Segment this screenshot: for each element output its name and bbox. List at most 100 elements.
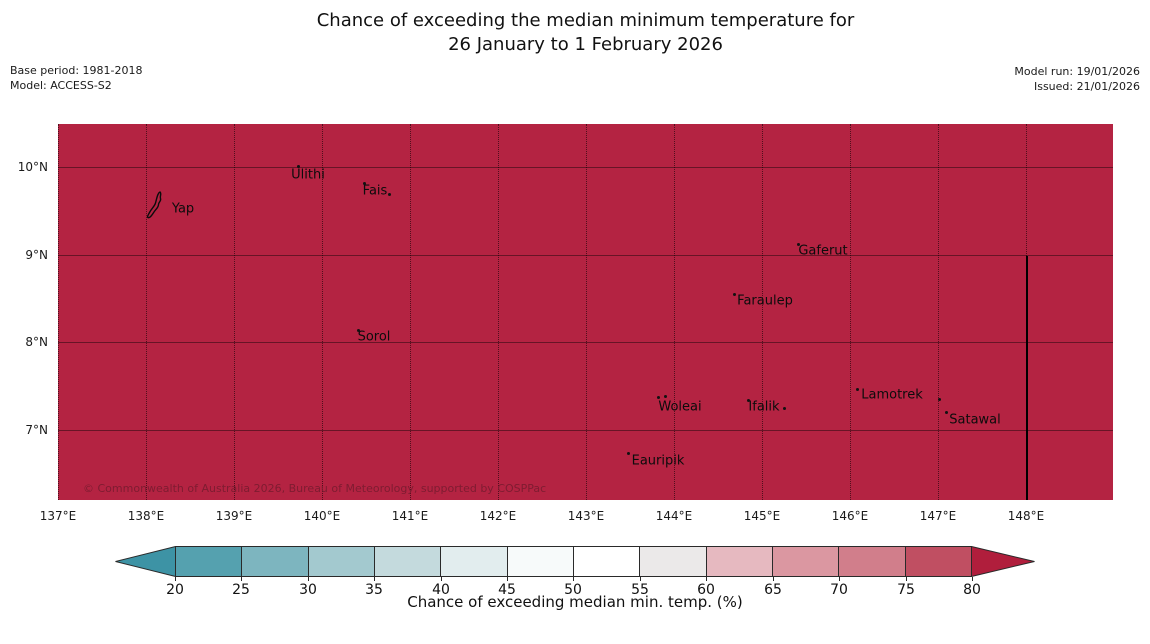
island-point-marker <box>783 407 786 410</box>
meridian-gridline <box>586 124 587 500</box>
island-point-marker <box>363 182 366 185</box>
meridian-gridline <box>762 124 763 500</box>
colorbar-tick-mark <box>241 577 242 581</box>
colorbar-tick-label: 35 <box>365 582 383 598</box>
latitude-tick-label: 8°N <box>25 335 48 349</box>
island-label: Yap <box>171 201 195 217</box>
base-period-text: Base period: 1981-2018 <box>10 64 143 77</box>
colorbar-segment <box>573 547 641 576</box>
colorbar-scale <box>175 546 972 577</box>
island-label: Eauripik <box>631 453 685 469</box>
parallel-gridline <box>58 167 1113 168</box>
island-point-marker <box>938 398 941 401</box>
colorbar-tick-mark <box>839 577 840 581</box>
longitude-tick-label: 143°E <box>567 509 605 523</box>
colorbar-tick-label: 75 <box>897 582 915 598</box>
colorbar-segment <box>507 547 574 576</box>
island-point-marker <box>733 293 736 296</box>
longitude-tick-label: 145°E <box>743 509 781 523</box>
colorbar-segment <box>374 547 442 576</box>
longitude-tick-label: 137°E <box>39 509 77 523</box>
island-point-marker <box>747 399 750 402</box>
colorbar-tick-mark <box>507 577 508 581</box>
longitude-tick-label: 148°E <box>1007 509 1045 523</box>
latitude-axis: 10°N 9°N 8°N 7°N <box>0 124 50 500</box>
island-label: Ifalik <box>748 399 780 415</box>
island-point-marker <box>297 165 300 168</box>
colorbar-tick-label: 50 <box>564 582 582 598</box>
meridian-gridline <box>234 124 235 500</box>
colorbar-tick-mark <box>972 577 973 581</box>
figure-title: Chance of exceeding the median minimum t… <box>58 9 1113 58</box>
meridian-gridline <box>146 124 147 500</box>
longitude-tick-label: 146°E <box>831 509 869 523</box>
issued-date-text: Issued: 21/01/2026 <box>1033 80 1140 94</box>
longitude-tick-label: 142°E <box>479 509 517 523</box>
colorbar-tick-mark <box>706 577 707 581</box>
island-label: Lamotrek <box>861 387 923 403</box>
island-point-marker <box>388 193 391 196</box>
longitude-axis: 137°E 138°E 139°E 140°E 141°E 142°E 143°E 144°E… <box>40 509 1113 529</box>
colorbar-segment <box>839 547 906 576</box>
island-point-marker <box>357 329 360 332</box>
meridian-gridline <box>410 124 411 500</box>
island-point-marker <box>797 243 800 246</box>
colorbar-tick-label: 80 <box>963 582 981 598</box>
island-point-marker <box>664 395 667 398</box>
longitude-tick-label: 140°E <box>303 509 341 523</box>
colorbar-tick-label: 20 <box>166 582 184 598</box>
model-run-text: Model run: 19/01/2026 <box>1014 65 1140 78</box>
colorbar-segment <box>640 547 707 576</box>
island-label: Woleai <box>658 399 702 415</box>
colorbar-tick-label: 60 <box>697 582 715 598</box>
colorbar-tick-label: 45 <box>498 582 516 598</box>
copyright-text: © Commonwealth of Australia 2026, Bureau… <box>83 482 547 495</box>
colorbar-tick-mark <box>308 577 309 581</box>
meridian-gridline <box>674 124 675 500</box>
colorbar-segment <box>905 547 971 576</box>
yap-island-outline-icon <box>146 191 162 219</box>
parallel-gridline <box>58 255 1113 256</box>
colorbar-axis-label: Chance of exceeding median min. temp. (%… <box>407 593 743 611</box>
island-label: Faraulep <box>737 293 793 309</box>
colorbar-tick-mark <box>175 577 176 581</box>
longitude-tick-label: 147°E <box>919 509 957 523</box>
colorbar-tick-mark <box>906 577 907 581</box>
colorbar-tick-mark <box>773 577 774 581</box>
meta-left-annotation: Base period: 1981-2018 Model: ACCESS-S2 <box>10 63 142 94</box>
parallel-gridline <box>58 342 1113 343</box>
colorbar-under-arrow <box>115 546 176 577</box>
island-label: Ulithi <box>291 167 325 183</box>
meridian-gridline <box>322 124 323 500</box>
longitude-tick-label: 139°E <box>215 509 253 523</box>
meridian-gridline <box>938 124 939 500</box>
island-label: Satawal <box>949 412 1001 428</box>
colorbar-tick-mark <box>441 577 442 581</box>
longitude-tick-label: 144°E <box>655 509 693 523</box>
title-line-1: Chance of exceeding the median minimum t… <box>316 10 855 31</box>
island-label: Sorol <box>357 329 391 345</box>
colorbar-tick-label: 30 <box>299 582 317 598</box>
meridian-gridline <box>58 124 59 500</box>
latitude-tick-label: 7°N <box>25 423 48 437</box>
colorbar-tick-mark <box>374 577 375 581</box>
map-canvas: Yap Ulithi Fais Sorol Gaferut Faraulep Woleai I… <box>58 124 1113 500</box>
colorbar-tick-mark <box>573 577 574 581</box>
meridian-gridline <box>498 124 499 500</box>
meta-right-annotation: Model run: 19/01/2026 Issued: 21/01/2026 <box>1014 64 1140 95</box>
island-point-marker <box>627 452 630 455</box>
colorbar-segment <box>242 547 309 576</box>
region-boundary-line <box>1026 256 1028 500</box>
latitude-tick-label: 10°N <box>17 160 48 174</box>
island-label: Fais <box>362 183 388 199</box>
colorbar-segment <box>772 547 840 576</box>
island-point-marker <box>856 388 859 391</box>
colorbar-segment <box>176 547 243 576</box>
colorbar-tick-label: 25 <box>232 582 250 598</box>
colorbar: 20 25 30 35 40 <box>115 546 1035 598</box>
parallel-gridline <box>58 430 1113 431</box>
colorbar-tick-label: 55 <box>631 582 649 598</box>
colorbar-tick-label: 70 <box>830 582 848 598</box>
latitude-tick-label: 9°N <box>25 248 48 262</box>
